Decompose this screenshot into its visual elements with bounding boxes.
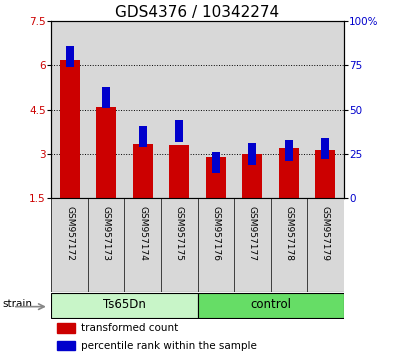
Text: GSM957175: GSM957175 xyxy=(175,206,184,261)
FancyBboxPatch shape xyxy=(198,292,344,318)
Text: GSM957172: GSM957172 xyxy=(65,206,74,261)
Text: GSM957174: GSM957174 xyxy=(138,206,147,261)
Bar xyxy=(198,21,234,198)
Bar xyxy=(66,46,73,67)
Text: GSM957177: GSM957177 xyxy=(248,206,257,261)
Bar xyxy=(51,21,88,198)
Bar xyxy=(206,157,226,198)
Bar xyxy=(57,341,75,350)
Bar xyxy=(248,143,256,165)
Bar xyxy=(285,140,293,161)
Bar xyxy=(161,198,198,292)
Bar xyxy=(279,148,299,198)
Bar xyxy=(51,198,88,292)
Text: GSM957176: GSM957176 xyxy=(211,206,220,261)
Bar xyxy=(315,149,335,198)
Bar xyxy=(102,87,110,108)
Text: transformed count: transformed count xyxy=(81,323,178,333)
Bar xyxy=(234,198,271,292)
Text: GSM957178: GSM957178 xyxy=(284,206,293,261)
Bar xyxy=(271,198,307,292)
Bar xyxy=(124,198,161,292)
Text: GSM957173: GSM957173 xyxy=(102,206,111,261)
Bar xyxy=(139,126,147,147)
Bar xyxy=(234,21,271,198)
Bar xyxy=(88,198,124,292)
Bar xyxy=(169,145,189,198)
Bar xyxy=(60,59,80,198)
Bar xyxy=(322,138,329,159)
Bar xyxy=(242,154,262,198)
Bar xyxy=(198,198,234,292)
Bar xyxy=(57,323,75,333)
Text: control: control xyxy=(250,298,291,311)
Title: GDS4376 / 10342274: GDS4376 / 10342274 xyxy=(115,5,280,20)
Bar xyxy=(161,21,198,198)
FancyBboxPatch shape xyxy=(51,292,198,318)
Bar xyxy=(133,144,153,198)
Bar xyxy=(124,21,161,198)
Text: percentile rank within the sample: percentile rank within the sample xyxy=(81,341,256,350)
Bar xyxy=(96,107,116,198)
Bar xyxy=(307,21,344,198)
Bar xyxy=(88,21,124,198)
Bar xyxy=(175,120,183,142)
Text: strain: strain xyxy=(3,299,32,309)
Bar xyxy=(307,198,344,292)
Text: GSM957179: GSM957179 xyxy=(321,206,330,261)
Bar xyxy=(212,152,220,173)
Bar xyxy=(271,21,307,198)
Text: Ts65Dn: Ts65Dn xyxy=(103,298,146,311)
